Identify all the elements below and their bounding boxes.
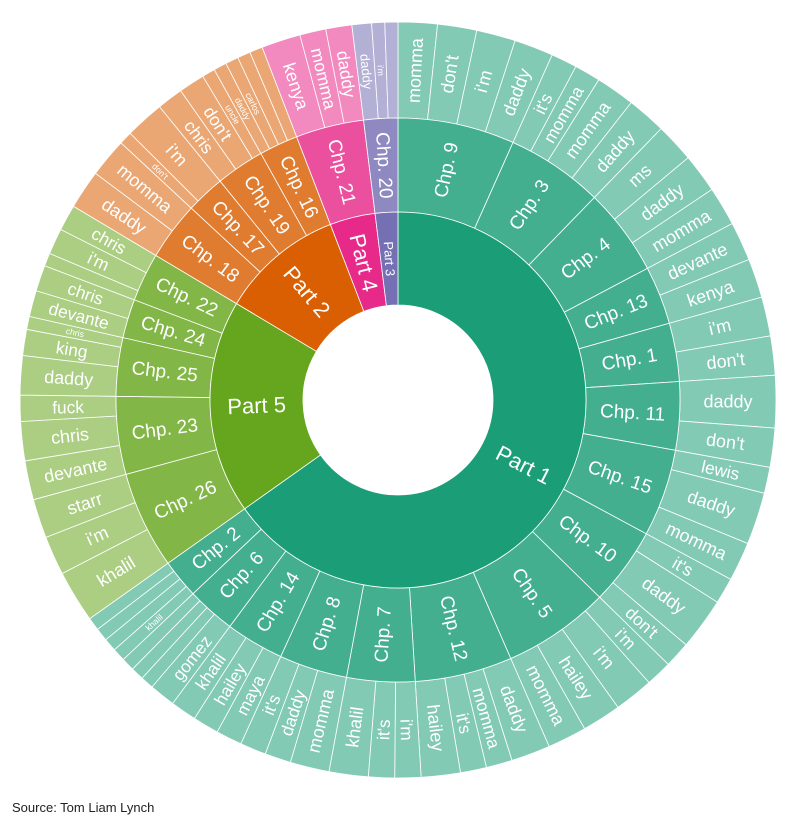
source-note: Source: Tom Liam Lynch <box>12 800 155 815</box>
word-wedge-chp-11-0[interactable] <box>678 374 777 429</box>
center-hole <box>303 305 493 495</box>
sunburst-chart: momma don't i'm daddyit'smommamommadaddymsd… <box>19 21 777 779</box>
